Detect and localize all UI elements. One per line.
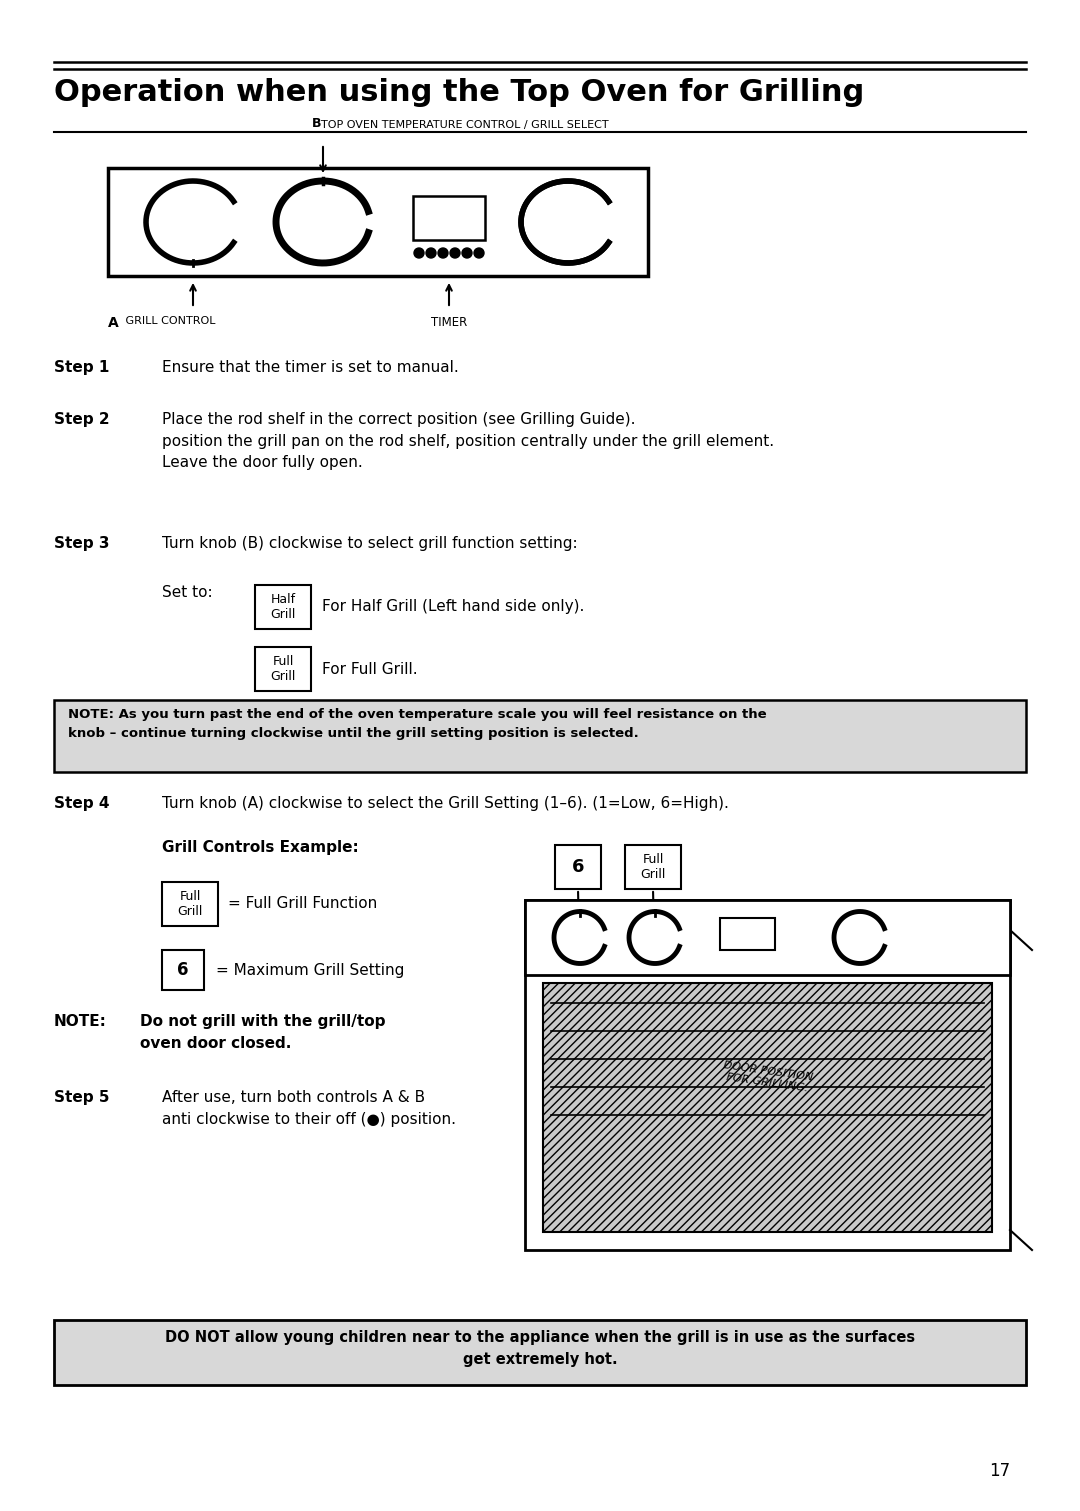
Circle shape [450,248,460,258]
Text: 6: 6 [177,961,189,979]
Circle shape [414,248,424,258]
Bar [525,901,1010,1250]
Bar [108,168,648,277]
Text: Full
Grill: Full Grill [177,890,203,919]
Text: = Full Grill Function: = Full Grill Function [228,896,377,911]
Ellipse shape [146,181,241,263]
Bar [54,700,1026,772]
Text: DOOR POSITION
FOR GRILLING.: DOOR POSITION FOR GRILLING. [721,1061,813,1094]
Ellipse shape [523,183,613,261]
Circle shape [426,248,436,258]
Bar [525,901,1010,975]
Text: GRILL CONTROL: GRILL CONTROL [122,316,216,326]
Bar [255,647,311,691]
Text: Step 3: Step 3 [54,536,109,552]
Bar [413,196,485,240]
Text: Operation when using the Top Oven for Grilling: Operation when using the Top Oven for Gr… [54,79,864,107]
Text: For Half Grill (Left hand side only).: For Half Grill (Left hand side only). [322,600,584,615]
Circle shape [462,248,472,258]
Text: After use, turn both controls A & B
anti clockwise to their off (●) position.: After use, turn both controls A & B anti… [162,1089,456,1127]
Text: Set to:: Set to: [162,585,213,600]
Text: TOP OVEN TEMPERATURE CONTROL / GRILL SELECT: TOP OVEN TEMPERATURE CONTROL / GRILL SEL… [321,119,609,130]
Text: 6: 6 [571,858,584,876]
Text: NOTE: As you turn past the end of the oven temperature scale you will feel resis: NOTE: As you turn past the end of the ov… [68,709,767,739]
Circle shape [834,911,886,964]
Ellipse shape [275,181,370,263]
Text: Step 2: Step 2 [54,413,110,428]
Bar [255,585,311,629]
Bar [555,845,600,888]
Bar [543,984,993,1231]
Text: Step 4: Step 4 [54,796,109,811]
Text: Do not grill with the grill/top
oven door closed.: Do not grill with the grill/top oven doo… [140,1014,386,1050]
Text: B: B [311,116,321,130]
Circle shape [438,248,448,258]
Text: DO NOT allow young children near to the appliance when the grill is in use as th: DO NOT allow young children near to the … [165,1330,915,1366]
Bar [625,845,681,888]
Text: Half
Grill: Half Grill [270,592,296,621]
Text: Grill Controls Example:: Grill Controls Example: [162,840,359,855]
Text: 17: 17 [989,1463,1011,1479]
Text: TIMER: TIMER [431,316,468,329]
Circle shape [554,911,606,964]
Text: Ensure that the timer is set to manual.: Ensure that the timer is set to manual. [162,360,459,375]
Bar [162,882,218,926]
Bar [720,917,775,949]
Text: Step 5: Step 5 [54,1089,109,1105]
Text: Turn knob (B) clockwise to select grill function setting:: Turn knob (B) clockwise to select grill … [162,536,578,552]
Text: NOTE:: NOTE: [54,1014,107,1029]
Text: Full
Grill: Full Grill [640,854,665,881]
Text: For Full Grill.: For Full Grill. [322,662,418,677]
Text: A: A [108,316,119,329]
Circle shape [629,911,681,964]
Bar [162,950,204,990]
Text: Step 1: Step 1 [54,360,109,375]
Bar [54,1321,1026,1386]
Circle shape [474,248,484,258]
Text: Full
Grill: Full Grill [270,654,296,683]
Text: = Maximum Grill Setting: = Maximum Grill Setting [216,963,404,978]
Text: Turn knob (A) clockwise to select the Grill Setting (1–6). (1=Low, 6=High).: Turn knob (A) clockwise to select the Gr… [162,796,729,811]
Text: Place the rod shelf in the correct position (see Grilling Guide).
position the g: Place the rod shelf in the correct posit… [162,413,774,470]
